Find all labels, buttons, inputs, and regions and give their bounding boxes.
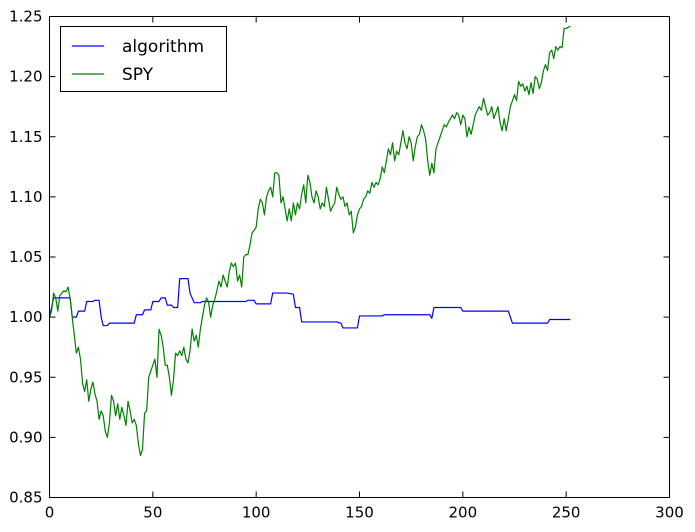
y-tick-label: 1.05 — [9, 248, 42, 266]
x-tick-label: 300 — [655, 504, 684, 522]
x-tick-label: 0 — [45, 504, 55, 522]
y-tick-label: 0.95 — [9, 368, 42, 386]
legend: algorithm SPY — [60, 26, 227, 92]
x-tick-label: 200 — [449, 504, 478, 522]
y-tick-label: 0.85 — [9, 489, 42, 507]
y-tick-label: 1.25 — [9, 8, 42, 26]
y-tick-label: 1.10 — [9, 188, 42, 206]
x-tick-label: 50 — [143, 504, 162, 522]
x-axis: 0 50 100 150 200 250 300 — [45, 16, 684, 522]
series-line-algorithm — [48, 278, 571, 329]
legend-label-algorithm: algorithm — [122, 37, 204, 57]
legend-label-spy: SPY — [122, 65, 154, 85]
x-tick-label: 250 — [552, 504, 581, 522]
plot-content — [48, 25, 571, 457]
y-tick-label: 1.20 — [9, 68, 42, 86]
x-tick-label: 100 — [242, 504, 271, 522]
y-tick-label: 1.00 — [9, 308, 42, 326]
y-axis: 0.85 0.90 0.95 1.00 1.05 1.10 1.15 1.20 1.25 — [9, 8, 670, 507]
series-line-spy — [48, 25, 571, 457]
y-tick-label: 1.15 — [9, 128, 42, 146]
x-tick-label: 150 — [345, 504, 374, 522]
y-tick-label: 0.90 — [9, 428, 42, 446]
legend-box — [60, 26, 227, 92]
